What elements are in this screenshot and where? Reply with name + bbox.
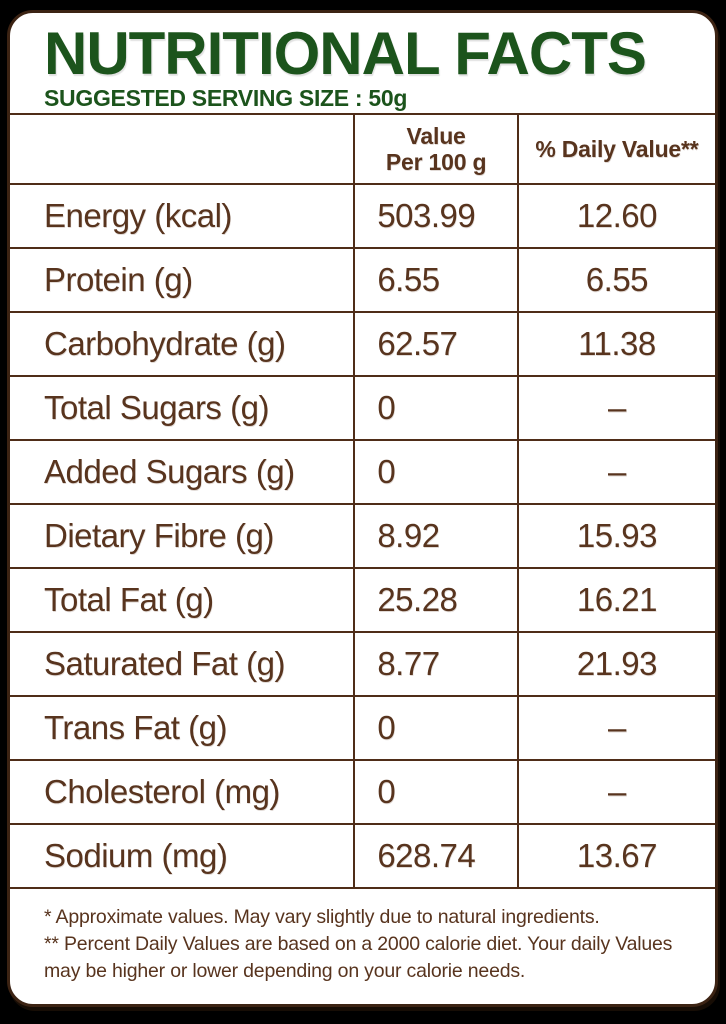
nutrient-name-cell-text: Protein (g) bbox=[44, 261, 193, 298]
value-per-100g-cell-text: 503.99 bbox=[377, 197, 476, 234]
nutrition-table: Value Per 100 g % Daily Value** Energy (… bbox=[10, 113, 715, 889]
nutrient-name-cell-text: Sodium (mg) bbox=[44, 837, 228, 874]
daily-value-cell: – bbox=[516, 697, 715, 759]
nutrient-name-cell: Total Sugars (g) bbox=[10, 377, 353, 439]
value-per-100g-cell: 8.77 bbox=[353, 633, 517, 695]
nutrient-name-cell-text: Carbohydrate (g) bbox=[44, 325, 286, 362]
value-per-100g-cell-text: 0 bbox=[377, 453, 396, 490]
value-per-100g-cell-text: 0 bbox=[377, 709, 396, 746]
nutrient-name-cell: Saturated Fat (g) bbox=[10, 633, 353, 695]
table-header-row: Value Per 100 g % Daily Value** bbox=[10, 115, 715, 185]
table-row: Sodium (mg) 628.74 13.67 bbox=[10, 825, 715, 889]
nutrient-name-cell-text: Energy (kcal) bbox=[44, 197, 232, 234]
nutrient-name-cell: Protein (g) bbox=[10, 249, 353, 311]
daily-value-cell: 6.55 bbox=[516, 249, 715, 311]
daily-value-cell: – bbox=[516, 761, 715, 823]
header-value-line2: Per 100 g bbox=[385, 149, 487, 175]
nutrient-name-cell: Trans Fat (g) bbox=[10, 697, 353, 759]
nutrient-name-cell: Added Sugars (g) bbox=[10, 441, 353, 503]
value-per-100g-cell-text: 8.92 bbox=[377, 517, 440, 554]
table-row: Saturated Fat (g) 8.77 21.93 bbox=[10, 633, 715, 697]
value-per-100g-cell: 503.99 bbox=[353, 185, 517, 247]
value-per-100g-cell-text: 628.74 bbox=[377, 837, 476, 874]
daily-value-cell-text: 12.60 bbox=[576, 197, 658, 234]
nutrient-name-cell-text: Total Fat (g) bbox=[44, 581, 214, 618]
value-per-100g-cell: 0 bbox=[353, 441, 517, 503]
value-per-100g-cell-text: 62.57 bbox=[377, 325, 458, 362]
daily-value-cell-text: 15.93 bbox=[576, 517, 658, 554]
daily-value-cell-text: – bbox=[607, 453, 626, 490]
header-daily-text: % Daily Value** bbox=[535, 135, 699, 162]
table-row: Trans Fat (g) 0 – bbox=[10, 697, 715, 761]
nutrition-label-card: NUTRITIONAL FACTS SUGGESTED SERVING SIZE… bbox=[7, 10, 718, 1007]
serving-size-text: SUGGESTED SERVING SIZE : 50g bbox=[44, 85, 408, 112]
table-row: Dietary Fibre (g) 8.92 15.93 bbox=[10, 505, 715, 569]
nutrient-name-cell-text: Trans Fat (g) bbox=[44, 709, 227, 746]
nutrient-name-cell-text: Added Sugars (g) bbox=[44, 453, 295, 490]
daily-value-cell-text: 11.38 bbox=[578, 325, 656, 362]
daily-value-cell: 15.93 bbox=[516, 505, 715, 567]
daily-value-cell: – bbox=[516, 377, 715, 439]
daily-value-cell: 12.60 bbox=[516, 185, 715, 247]
value-per-100g-cell: 25.28 bbox=[353, 569, 517, 631]
table-row: Energy (kcal) 503.99 12.60 bbox=[10, 185, 715, 249]
nutrient-name-cell: Sodium (mg) bbox=[10, 825, 353, 887]
value-per-100g-cell-text: 25.28 bbox=[377, 581, 458, 618]
header-cell-daily-value: % Daily Value** bbox=[516, 115, 715, 183]
value-per-100g-cell: 628.74 bbox=[353, 825, 517, 887]
nutrient-name-cell-text: Saturated Fat (g) bbox=[44, 645, 285, 682]
value-per-100g-cell: 8.92 bbox=[353, 505, 517, 567]
nutrient-name-cell: Carbohydrate (g) bbox=[10, 313, 353, 375]
daily-value-cell-text: 21.93 bbox=[576, 645, 658, 682]
value-per-100g-cell: 62.57 bbox=[353, 313, 517, 375]
label-header: NUTRITIONAL FACTS SUGGESTED SERVING SIZE… bbox=[10, 13, 715, 113]
table-row: Added Sugars (g) 0 – bbox=[10, 441, 715, 505]
value-per-100g-cell: 0 bbox=[353, 377, 517, 439]
daily-value-cell-text: 6.55 bbox=[585, 261, 649, 298]
value-per-100g-cell-text: 0 bbox=[377, 389, 396, 426]
table-row: Carbohydrate (g) 62.57 11.38 bbox=[10, 313, 715, 377]
header-value-line1: Value bbox=[406, 122, 466, 149]
daily-value-cell-text: 16.21 bbox=[576, 581, 658, 618]
daily-value-cell: 16.21 bbox=[516, 569, 715, 631]
daily-value-cell: 13.67 bbox=[516, 825, 715, 887]
nutrient-name-cell: Total Fat (g) bbox=[10, 569, 353, 631]
daily-value-cell-text: 13.67 bbox=[576, 837, 658, 874]
value-per-100g-cell-text: 0 bbox=[377, 773, 396, 810]
footnotes: * Approximate values. May vary slightly … bbox=[10, 889, 715, 1004]
table-row: Protein (g) 6.55 6.55 bbox=[10, 249, 715, 313]
value-per-100g-cell: 0 bbox=[353, 761, 517, 823]
page-title: NUTRITIONAL FACTS bbox=[44, 20, 647, 87]
daily-value-cell: 11.38 bbox=[516, 313, 715, 375]
daily-value-cell: – bbox=[516, 441, 715, 503]
nutrient-name-cell: Cholesterol (mg) bbox=[10, 761, 353, 823]
value-per-100g-cell: 6.55 bbox=[353, 249, 517, 311]
table-row: Total Sugars (g) 0 – bbox=[10, 377, 715, 441]
table-row: Cholesterol (mg) 0 – bbox=[10, 761, 715, 825]
nutrient-name-cell-text: Cholesterol (mg) bbox=[44, 773, 280, 810]
daily-value-cell-text: – bbox=[607, 773, 626, 810]
footnote-approximate-values: * Approximate values. May vary slightly … bbox=[44, 906, 600, 928]
footnote-daily-values: ** Percent Daily Values are based on a 2… bbox=[44, 932, 673, 982]
daily-value-cell: 21.93 bbox=[516, 633, 715, 695]
value-per-100g-cell-text: 6.55 bbox=[377, 261, 440, 298]
value-per-100g-cell: 0 bbox=[353, 697, 517, 759]
table-body: Energy (kcal) 503.99 12.60 Protein (g) 6.55 6… bbox=[10, 185, 715, 889]
value-per-100g-cell-text: 8.77 bbox=[377, 645, 440, 682]
nutrient-name-cell-text: Dietary Fibre (g) bbox=[44, 517, 274, 554]
table-row: Total Fat (g) 25.28 16.21 bbox=[10, 569, 715, 633]
daily-value-cell-text: – bbox=[607, 709, 626, 746]
daily-value-cell-text: – bbox=[607, 389, 626, 426]
header-cell-value-per-100g: Value Per 100 g bbox=[353, 115, 517, 183]
nutrient-name-cell: Energy (kcal) bbox=[10, 185, 353, 247]
nutrient-name-cell-text: Total Sugars (g) bbox=[44, 389, 269, 426]
nutrient-name-cell: Dietary Fibre (g) bbox=[10, 505, 353, 567]
header-cell-blank bbox=[10, 115, 353, 183]
